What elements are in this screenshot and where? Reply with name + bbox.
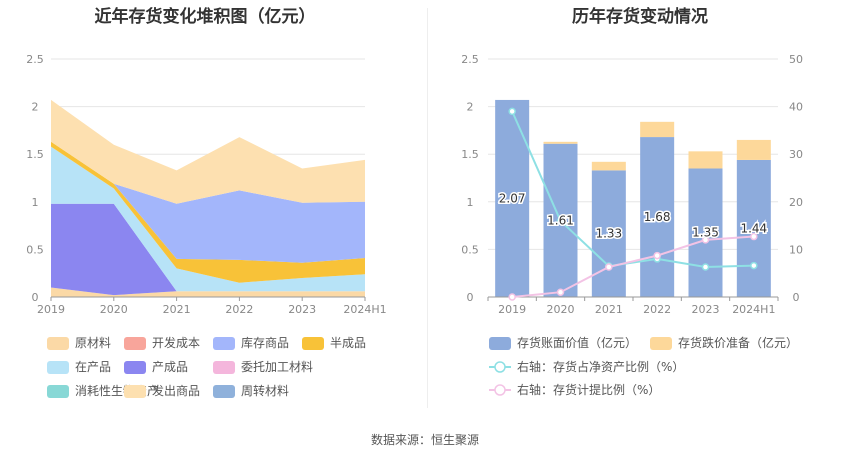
point-右轴：存货计提比例（%）-2020	[556, 288, 565, 296]
left-y-tick: 0	[32, 291, 39, 304]
right-chart-title: 历年存货变动情况	[572, 7, 708, 27]
point-右轴：存货计提比例（%）-2022	[653, 251, 661, 260]
legend-label-周转材料: 周转材料	[241, 383, 289, 398]
area-产成品	[51, 203, 365, 296]
point-右轴：存货计提比例（%）-2019	[508, 293, 516, 301]
right-x-tick: 2021	[595, 303, 623, 316]
left-x-tick: 2022	[225, 303, 253, 316]
left-y-tick: 0.5	[26, 243, 44, 256]
legend-label-右轴：存货占净资产比例（%）: 右轴：存货占净资产比例（%）	[517, 359, 684, 374]
left-chart-title: 近年存货变化堆积图（亿元）	[94, 7, 316, 27]
left-y-tick: 1.5	[26, 148, 44, 161]
legend-swatch-产成品	[124, 361, 146, 374]
left-x-tick: 2024H1	[343, 303, 386, 316]
right-x-tick: 2019	[498, 303, 526, 316]
bar-存货账面价值（亿元）-2023	[688, 168, 723, 297]
area-库存商品	[51, 141, 365, 263]
panel-divider	[427, 8, 428, 408]
point-右轴：存货占净资产比例（%）-2024H1	[750, 261, 758, 270]
legend-swatch-委托加工材料	[213, 361, 235, 374]
legend-swatch-周转材料	[213, 385, 235, 398]
legend-swatch-存货跌价准备（亿元）	[650, 337, 672, 350]
right-x-tick: 2020	[547, 303, 575, 316]
left-y-tick: 1	[32, 196, 39, 209]
line-右轴：存货计提比例（%）	[512, 235, 754, 298]
legend-swatch-在产品	[47, 361, 69, 374]
left-x-tick: 2021	[163, 303, 191, 316]
right-y-tick: 2.5	[461, 53, 479, 66]
legend-label-库存商品: 库存商品	[241, 335, 289, 350]
line-右轴：存货占净资产比例（%）	[511, 110, 754, 269]
area-原材料	[51, 287, 365, 297]
right-y2-tick: 10	[789, 243, 803, 256]
left-x-tick: 2023	[288, 303, 316, 316]
area-发出商品	[51, 99, 365, 204]
bar-value-label: 1.61	[547, 213, 574, 227]
legend-label-开发成本: 开发成本	[152, 335, 200, 350]
point-右轴：存货计提比例（%）-2024H1	[750, 232, 758, 241]
point-右轴：存货计提比例（%）-2021	[605, 263, 613, 271]
bar-存货账面价值（亿元）-2019	[495, 99, 530, 297]
right-y2-tick: 50	[789, 53, 803, 66]
legend-label-存货跌价准备（亿元）: 存货跌价准备（亿元）	[678, 335, 798, 350]
legend-swatch-原材料	[47, 337, 69, 350]
right-y2-tick: 20	[789, 196, 803, 209]
legend-label-右轴：存货计提比例（%）: 右轴：存货计提比例（%）	[517, 382, 660, 397]
data-source: 数据来源：恒生聚源	[370, 433, 479, 447]
legend-marker-右轴：存货占净资产比例（%）	[494, 361, 506, 373]
right-y-tick: 2	[467, 101, 474, 114]
right-x-tick: 2024H1	[732, 303, 775, 316]
bar-存货跌价准备（亿元）-2022	[640, 121, 675, 138]
bar-存货跌价准备（亿元）-2021	[591, 161, 626, 171]
right-y-tick: 0	[467, 291, 474, 304]
bar-value-label: 2.07	[499, 191, 526, 205]
legend-swatch-库存商品	[213, 337, 235, 350]
right-x-tick: 2022	[643, 303, 671, 316]
bar-存货账面价值（亿元）-2022	[640, 137, 675, 297]
point-右轴：存货占净资产比例（%）-2020	[556, 217, 565, 225]
point-右轴：存货占净资产比例（%）-2019	[508, 107, 516, 116]
legend-swatch-发出商品	[124, 385, 146, 398]
right-y-tick: 0.5	[461, 243, 479, 256]
bar-存货跌价准备（亿元）-2023	[688, 151, 723, 169]
bar-存货跌价准备（亿元）-2024H1	[736, 139, 771, 160]
legend-label-原材料: 原材料	[75, 336, 111, 350]
right-y2-tick: 0	[793, 291, 800, 304]
right-x-tick: 2023	[692, 303, 720, 316]
legend-label-存货账面价值（亿元）: 存货账面价值（亿元）	[517, 335, 637, 350]
legend-label-在产品: 在产品	[75, 360, 111, 374]
legend-marker-右轴：存货计提比例（%）	[494, 384, 506, 396]
bar-value-label: 1.44	[740, 221, 767, 235]
right-y-tick: 1.5	[461, 148, 479, 161]
left-x-tick: 2020	[100, 303, 128, 316]
legend-swatch-消耗性生物资产	[47, 385, 69, 398]
point-右轴：存货计提比例（%）-2023	[701, 236, 710, 244]
point-右轴：存货占净资产比例（%）-2023	[701, 263, 710, 271]
legend-label-委托加工材料: 委托加工材料	[241, 360, 313, 374]
legend-swatch-存货账面价值（亿元）	[489, 337, 511, 350]
area-在产品	[51, 146, 365, 292]
legend-label-产成品: 产成品	[152, 360, 188, 374]
legend-swatch-半成品	[302, 337, 324, 350]
right-y2-tick: 40	[789, 101, 803, 114]
legend-label-发出商品: 发出商品	[152, 383, 200, 398]
bar-存货账面价值（亿元）-2021	[591, 170, 626, 297]
bar-存货跌价准备（亿元）-2020	[543, 141, 578, 144]
left-y-tick: 2.5	[26, 53, 44, 66]
bar-存货账面价值（亿元）-2024H1	[736, 159, 771, 297]
legend-label-半成品: 半成品	[330, 336, 366, 350]
legend-swatch-开发成本	[124, 337, 146, 350]
bar-value-label: 1.33	[595, 227, 622, 241]
right-y2-tick: 30	[789, 148, 803, 161]
left-x-tick: 2019	[37, 303, 65, 316]
bar-value-label: 1.68	[644, 210, 671, 224]
left-y-tick: 2	[32, 101, 39, 114]
bar-value-label: 1.35	[692, 226, 719, 240]
right-y-tick: 1	[467, 196, 474, 209]
legend-label-消耗性生物资产: 消耗性生物资产	[75, 384, 159, 398]
area-半成品	[51, 141, 365, 283]
